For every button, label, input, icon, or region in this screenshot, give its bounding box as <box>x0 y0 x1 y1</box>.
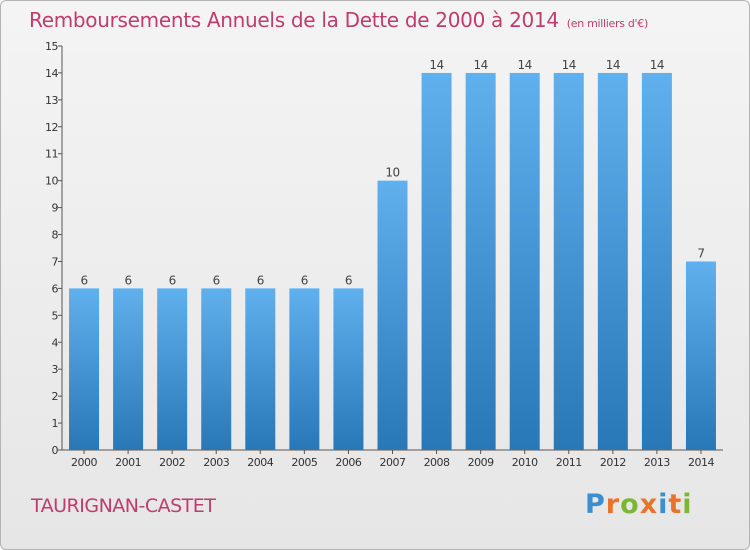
x-tick-label: 2014 <box>688 456 714 469</box>
x-tick-label: 2004 <box>247 456 273 469</box>
x-tick-label: 2012 <box>600 456 626 469</box>
data-label: 6 <box>257 273 264 287</box>
y-tick-label: 0 <box>52 444 59 457</box>
y-tick-label: 9 <box>52 202 59 215</box>
chart-unit: (en milliers d'€) <box>566 17 648 30</box>
x-tick-label: 2001 <box>115 456 141 469</box>
data-label: 10 <box>385 166 399 180</box>
bar <box>553 72 584 450</box>
chart-title-text: Remboursements Annuels de la Dette de 20… <box>29 8 559 32</box>
data-label: 14 <box>650 58 664 72</box>
data-label: 6 <box>345 273 352 287</box>
data-label: 7 <box>697 246 704 260</box>
data-label: 6 <box>80 273 87 287</box>
data-label: 6 <box>213 273 220 287</box>
bar <box>597 72 628 450</box>
data-label: 6 <box>169 273 176 287</box>
proxiti-logo: Proxiti <box>585 489 693 520</box>
bar <box>289 288 320 450</box>
y-tick-label: 8 <box>52 229 59 242</box>
y-tick-label: 5 <box>52 309 59 322</box>
data-label: 14 <box>518 58 532 72</box>
bars: 6 6 6 6 6 6 6 10 14 14 14 14 14 14 7 <box>69 58 716 450</box>
chart-title: Remboursements Annuels de la Dette de 20… <box>29 8 648 32</box>
bar <box>201 288 232 450</box>
data-label: 14 <box>606 58 620 72</box>
x-tick-label: 2006 <box>335 456 361 469</box>
y-tick-label: 11 <box>45 148 58 161</box>
bar <box>377 180 408 450</box>
data-label: 6 <box>301 273 308 287</box>
x-tick-label: 2010 <box>512 456 538 469</box>
bar <box>421 72 452 450</box>
x-tick-label: 2009 <box>468 456 494 469</box>
brand-letter: t <box>668 489 683 520</box>
x-tick-label: 2011 <box>556 456 582 469</box>
y-tick-label: 12 <box>45 121 58 134</box>
x-tick-label: 2000 <box>71 456 97 469</box>
brand-letter: o <box>620 489 640 520</box>
bar <box>685 261 716 450</box>
data-label: 6 <box>125 273 132 287</box>
y-tick-label: 2 <box>52 390 59 403</box>
bar <box>69 288 100 450</box>
x-tick-label: 2008 <box>424 456 450 469</box>
bar <box>465 72 496 450</box>
commune-name: TAURIGNAN-CASTET <box>31 495 216 517</box>
x-tick-label: 2002 <box>159 456 185 469</box>
y-tick-label: 1 <box>52 417 59 430</box>
bar <box>157 288 188 450</box>
x-tick-label: 2003 <box>203 456 229 469</box>
y-tick-label: 6 <box>52 282 59 295</box>
y-tick-label: 3 <box>52 363 59 376</box>
x-tick-label: 2013 <box>644 456 670 469</box>
y-tick-label: 13 <box>45 94 58 107</box>
data-label: 14 <box>473 58 487 72</box>
brand-letter: r <box>605 489 621 520</box>
bar <box>641 72 672 450</box>
y-tick-label: 15 <box>45 40 58 53</box>
bar <box>245 288 276 450</box>
brand-letter: P <box>585 489 606 520</box>
brand-letter: i <box>682 489 693 520</box>
x-tick-label: 2007 <box>380 456 406 469</box>
y-tick-label: 7 <box>52 255 59 268</box>
bar <box>509 72 540 450</box>
y-tick-label: 4 <box>52 336 59 349</box>
brand-letter: x <box>639 489 659 520</box>
bar <box>333 288 364 450</box>
y-tick-label: 10 <box>45 175 58 188</box>
x-tick-label: 2005 <box>291 456 317 469</box>
data-label: 14 <box>562 58 576 72</box>
y-tick-label: 14 <box>45 67 58 80</box>
brand-letter: i <box>658 489 669 520</box>
bar <box>113 288 144 450</box>
data-label: 14 <box>429 58 443 72</box>
